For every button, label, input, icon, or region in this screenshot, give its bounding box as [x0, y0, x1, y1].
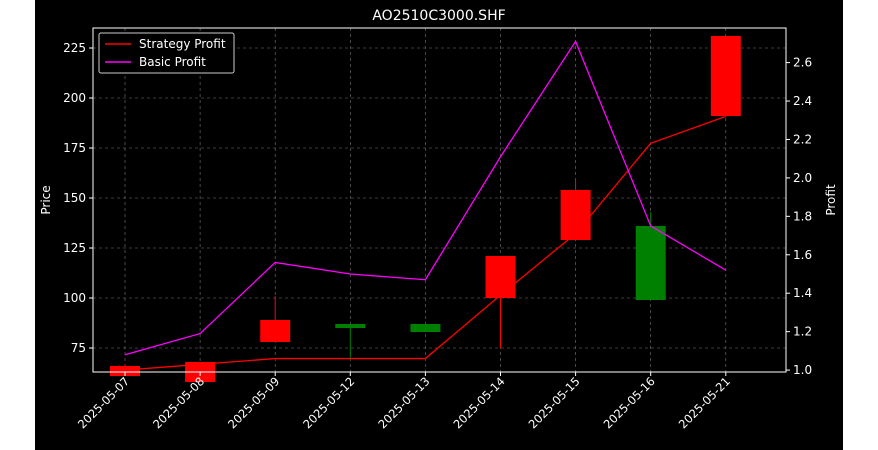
- candle-body: [635, 226, 666, 300]
- x-tick-label: 2025-05-16: [601, 374, 658, 431]
- y-axis-label-right: Profit: [824, 184, 838, 216]
- candlestick-chart: 2025-05-07 2025-05-08 2025-05-09 2025-05-12…: [39, 8, 838, 431]
- axes: 2025-05-07 2025-05-08 2025-05-09 2025-05-12…: [63, 41, 812, 431]
- legend-label-basic-profit: Basic Profit: [139, 55, 206, 69]
- grid: [93, 28, 786, 372]
- y-tick-label-right: 1.6: [793, 248, 812, 262]
- x-tick-label: 2025-05-13: [375, 374, 432, 431]
- y-tick-label-right: 1.8: [793, 209, 812, 223]
- y-axis-label-left: Price: [39, 185, 53, 214]
- y-tick-label-right: 2.4: [793, 94, 812, 108]
- legend-box: [98, 32, 235, 74]
- y-tick-label-left: 125: [63, 241, 86, 255]
- y-tick-label-right: 1.2: [793, 325, 812, 339]
- y-tick-label-left: 75: [71, 341, 86, 355]
- x-tick-label: 2025-05-08: [150, 374, 207, 431]
- y-tick-label-right: 2.0: [793, 171, 812, 185]
- legend: Strategy Profit Basic Profit: [98, 32, 235, 74]
- y-tick-label-left: 200: [63, 91, 86, 105]
- candle-body: [485, 256, 516, 298]
- candles: [110, 36, 741, 382]
- y-tick-label-right: 1.4: [793, 286, 812, 300]
- basic-profit-line: [124, 40, 727, 356]
- x-tick-label: 2025-05-09: [225, 374, 282, 431]
- x-tick-label: 2025-05-07: [75, 374, 132, 431]
- candle-body: [560, 190, 591, 240]
- legend-label-strategy-profit: Strategy Profit: [139, 37, 226, 51]
- y-tick-label-left: 225: [63, 41, 86, 55]
- y-tick-label-right: 1.0: [793, 363, 812, 377]
- x-tick-label: 2025-05-14: [450, 374, 507, 431]
- profit-lines: [124, 40, 727, 371]
- x-tick-label: 2025-05-15: [526, 374, 583, 431]
- y-tick-label-right: 2.2: [793, 132, 812, 146]
- chart-title: AO2510C3000.SHF: [372, 8, 505, 24]
- y-tick-label-left: 175: [63, 141, 86, 155]
- x-tick-label: 2025-05-12: [300, 374, 357, 431]
- y-tick-label-left: 150: [63, 191, 86, 205]
- y-tick-label-left: 100: [63, 291, 86, 305]
- candle-body: [260, 320, 291, 342]
- candle-body: [110, 366, 140, 376]
- y-tick-label-right: 2.6: [793, 56, 812, 70]
- plot-frame: [92, 27, 787, 373]
- candle-body: [335, 324, 366, 328]
- candle-body: [710, 36, 741, 116]
- strategy-profit-line: [124, 115, 727, 371]
- candle-body: [410, 324, 441, 332]
- x-tick-label: 2025-05-21: [676, 374, 733, 431]
- chart-figure: 2025-05-07 2025-05-08 2025-05-09 2025-05-12…: [35, 0, 843, 450]
